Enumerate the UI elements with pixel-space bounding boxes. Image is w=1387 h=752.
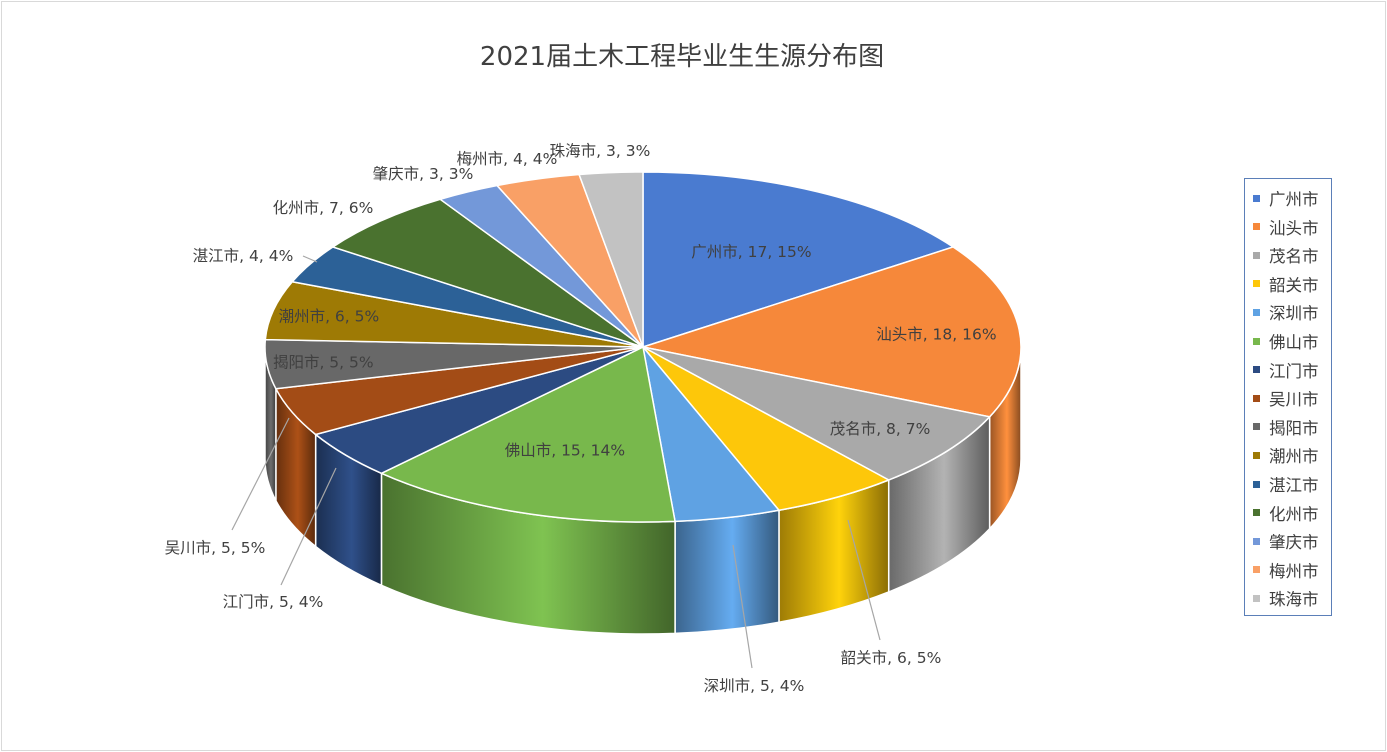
- legend-swatch-5: [1253, 337, 1260, 345]
- legend-item-2: 茂名市: [1253, 241, 1319, 269]
- leader-line-7: [231, 417, 290, 531]
- legend-swatch-1: [1253, 223, 1260, 231]
- data-label-6: 江门市, 5, 4%: [223, 593, 324, 611]
- data-label-13: 梅州市, 4, 4%: [457, 150, 558, 168]
- pie-slice-5: [379, 345, 676, 523]
- legend-label-0: 广州市: [1269, 190, 1319, 209]
- legend-swatch-8: [1253, 423, 1260, 431]
- legend-swatch-7: [1253, 394, 1260, 402]
- pie-slice-11: [331, 198, 644, 348]
- legend-item-13: 梅州市: [1253, 556, 1319, 584]
- legend-swatch-2: [1253, 251, 1260, 259]
- legend-swatch-6: [1253, 366, 1260, 374]
- legend-item-0: 广州市: [1253, 184, 1319, 212]
- legend-swatch-9: [1253, 451, 1260, 459]
- legend-item-8: 揭阳市: [1253, 413, 1319, 441]
- legend-item-12: 肇庆市: [1253, 527, 1319, 555]
- data-label-12: 肇庆市, 3, 3%: [373, 165, 474, 183]
- pie-slice-2: [642, 346, 992, 481]
- data-label-4: 深圳市, 5, 4%: [704, 677, 805, 695]
- legend-swatch-3: [1253, 280, 1260, 288]
- legend-label-2: 茂名市: [1269, 247, 1319, 267]
- legend-swatch-14: [1253, 594, 1260, 602]
- legend-item-14: 珠海市: [1253, 584, 1319, 612]
- legend-item-1: 汕头市: [1253, 213, 1319, 241]
- leader-line-10: [302, 255, 318, 263]
- data-label-11: 化州市, 7, 6%: [273, 199, 374, 217]
- legend-item-4: 深圳市: [1253, 298, 1319, 326]
- data-label-1: 汕头市, 18, 16%: [876, 326, 996, 344]
- data-label-0: 广州市, 17, 15%: [691, 243, 811, 261]
- pie-slice-0: [642, 171, 955, 349]
- legend-item-10: 湛江市: [1253, 470, 1319, 498]
- pie-side-4: [674, 509, 780, 635]
- legend-label-3: 韶关市: [1269, 275, 1319, 295]
- legend-item-9: 潮州市: [1253, 441, 1319, 469]
- data-label-7: 吴川市, 5, 5%: [165, 539, 266, 557]
- legend-label-1: 汕头市: [1269, 218, 1319, 238]
- data-label-14: 珠海市, 3, 3%: [550, 142, 651, 160]
- legend-swatch-4: [1253, 308, 1260, 316]
- legend-swatch-11: [1253, 509, 1260, 517]
- data-label-2: 茂名市, 8, 7%: [830, 420, 931, 438]
- legend-label-7: 吴川市: [1269, 390, 1319, 410]
- chart-legend: 广州市汕头市茂名市韶关市深圳市佛山市江门市吴川市揭阳市潮州市湛江市化州市肇庆市梅…: [1244, 178, 1332, 616]
- pie-slice-1: [640, 246, 1022, 418]
- legend-label-9: 潮州市: [1269, 447, 1319, 467]
- data-label-10: 湛江市, 4, 4%: [193, 247, 294, 265]
- legend-item-3: 韶关市: [1253, 270, 1319, 298]
- legend-label-5: 佛山市: [1269, 333, 1319, 352]
- legend-item-7: 吴川市: [1253, 384, 1319, 412]
- legend-label-4: 深圳市: [1269, 304, 1319, 324]
- legend-label-12: 肇庆市: [1269, 533, 1319, 553]
- data-label-5: 佛山市, 15, 14%: [505, 441, 625, 459]
- leader-line-3: [847, 519, 881, 641]
- legend-label-8: 揭阳市: [1269, 418, 1319, 438]
- chart-title: 2021届土木工程毕业生生源分布图: [479, 42, 885, 72]
- legend-swatch-12: [1253, 537, 1260, 545]
- legend-label-13: 梅州市: [1269, 561, 1319, 581]
- pie-slice-14: [578, 171, 644, 348]
- legend-label-6: 江门市: [1269, 361, 1319, 381]
- data-label-8: 揭阳市, 5, 5%: [273, 354, 374, 372]
- legend-swatch-10: [1253, 480, 1260, 488]
- legend-label-14: 珠海市: [1269, 590, 1319, 610]
- legend-item-5: 佛山市: [1253, 327, 1319, 355]
- legend-item-11: 化州市: [1253, 499, 1319, 527]
- legend-swatch-0: [1253, 194, 1260, 202]
- leader-line-4: [732, 544, 753, 669]
- leader-line-6: [280, 467, 337, 586]
- legend-label-10: 湛江市: [1269, 476, 1319, 495]
- legend-item-6: 江门市: [1253, 356, 1319, 384]
- data-label-9: 潮州市, 6, 5%: [279, 308, 380, 326]
- legend-swatch-13: [1253, 566, 1260, 574]
- data-label-3: 韶关市, 6, 5%: [841, 649, 942, 667]
- legend-label-11: 化州市: [1269, 504, 1319, 524]
